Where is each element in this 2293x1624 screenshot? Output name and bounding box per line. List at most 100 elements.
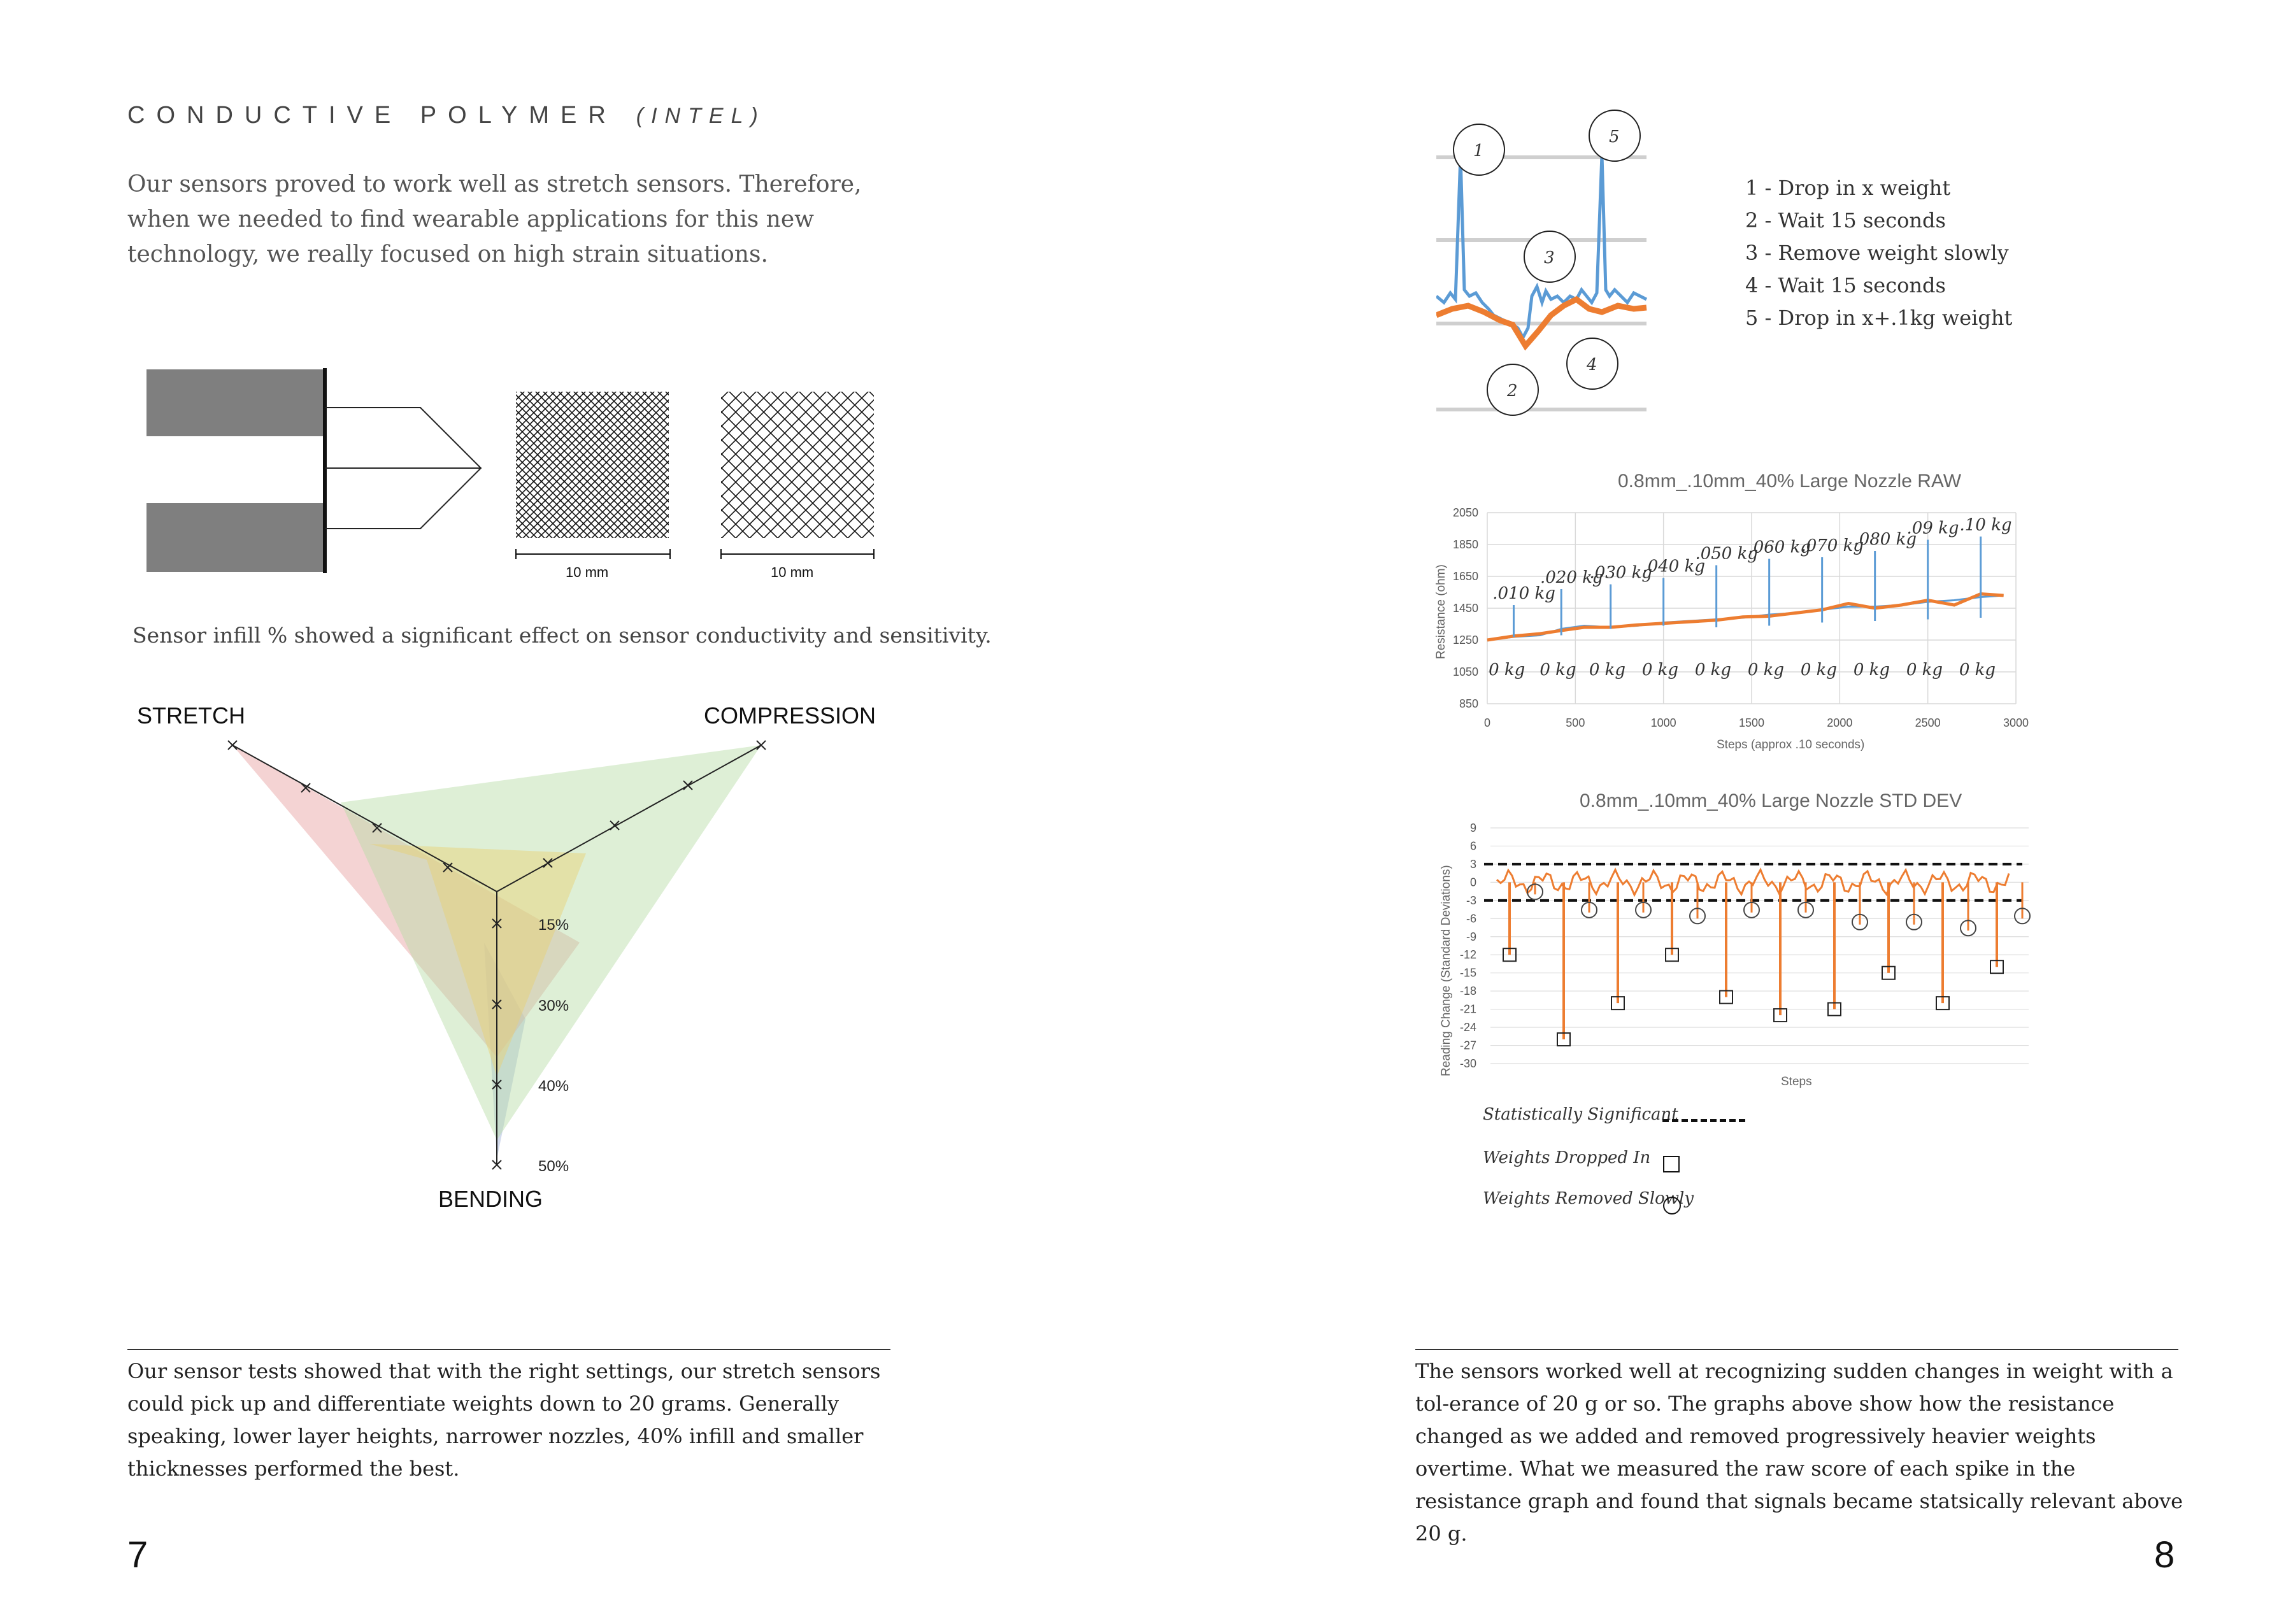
raw-series bbox=[1487, 536, 2004, 642]
removal-circle-marker bbox=[1797, 901, 1814, 918]
std-ticks: 9 6 3 0 -3 -6 -9 -12 -15 -18 -21 -24 -27 -30 bbox=[1460, 822, 1476, 1070]
removal-circle-marker bbox=[1906, 913, 1922, 930]
removal-circle-marker bbox=[1852, 913, 1868, 930]
page-number-left: 7 bbox=[127, 1534, 148, 1576]
std-x-axis-label: Steps bbox=[1781, 1075, 1812, 1088]
raw-x-tick: 2500 bbox=[1915, 716, 1941, 729]
right-divider bbox=[1415, 1349, 2178, 1350]
nozzle-block-top bbox=[146, 369, 325, 436]
left-divider bbox=[127, 1349, 890, 1350]
drop-square-marker bbox=[1557, 1032, 1571, 1047]
drop-square-marker bbox=[1882, 965, 1896, 980]
right-conclusion: The sensors worked well at recognizing s… bbox=[1415, 1359, 2183, 1546]
annotated-spike-graph: 1 5 3 4 2 bbox=[1436, 110, 1648, 416]
raw-y-tick: 2050 bbox=[1453, 506, 1478, 519]
removal-circle-marker bbox=[1960, 920, 1976, 937]
raw-y-tick: 1050 bbox=[1453, 666, 1478, 678]
callout-circles bbox=[1453, 110, 1641, 416]
raw-weight-label: .050 kg bbox=[1695, 545, 1758, 564]
std-y-axis-label: Reading Change (Standard Deviations) bbox=[1439, 865, 1453, 1076]
level-30-area bbox=[232, 745, 580, 1057]
raw-y-tick: 1650 bbox=[1453, 570, 1478, 583]
raw-x-tick: 500 bbox=[1566, 716, 1585, 729]
smoothed-signal-line bbox=[1436, 296, 1647, 351]
axis-label-stretch: STRETCH bbox=[137, 702, 245, 729]
raw-weight-label: .10 kg bbox=[1959, 516, 2011, 535]
std-y-tick: 0 bbox=[1470, 876, 1476, 888]
removal-circle-marker bbox=[2014, 908, 2031, 925]
heading-title: CONDUCTIVE POLYMER bbox=[127, 102, 617, 129]
annotation-legend-item: 2 - Wait 15 seconds bbox=[1745, 208, 1946, 232]
axis-label-compression: COMPRESSION bbox=[704, 702, 876, 729]
std-y-tick: -3 bbox=[1466, 894, 1476, 907]
callout-3: 3 bbox=[1544, 248, 1555, 267]
raw-resistance-chart: 0.8mm_.10mm_40% Large Nozzle RAW 850 1050… bbox=[1434, 471, 2029, 751]
removal-circle-marker bbox=[1527, 883, 1543, 901]
annotation-legend-item: 4 - Wait 15 seconds bbox=[1745, 273, 1946, 297]
raw-y-tick: 1250 bbox=[1453, 634, 1478, 646]
std-y-tick: 9 bbox=[1470, 822, 1476, 834]
raw-zero-label: 0 kg bbox=[1539, 660, 1576, 680]
sparse-infill-sample bbox=[721, 392, 874, 538]
raw-weight-label: .010 kg bbox=[1492, 584, 1555, 603]
raw-zero-label: 0 kg bbox=[1854, 660, 1890, 680]
heading-subtitle: (INTEL) bbox=[636, 104, 766, 128]
callout-5: 5 bbox=[1609, 127, 1620, 146]
level-label-30: 30% bbox=[538, 997, 569, 1015]
std-y-tick: -6 bbox=[1466, 912, 1476, 925]
raw-y-tick: 1850 bbox=[1453, 538, 1478, 551]
removal-circle-marker bbox=[1689, 908, 1706, 925]
std-y-tick: -18 bbox=[1460, 985, 1476, 997]
drop-square-marker bbox=[1503, 948, 1517, 962]
std-y-tick: -15 bbox=[1460, 967, 1476, 979]
raw-x-axis-label: Steps (approx .10 seconds) bbox=[1717, 738, 1864, 751]
annotation-legend-item: 5 - Drop in x+.1kg weight bbox=[1745, 306, 2013, 330]
annotation-legend: 1 - Drop in x weight 2 - Wait 15 seconds… bbox=[1745, 172, 2012, 334]
raw-zero-label: 0 kg bbox=[1748, 660, 1784, 680]
drop-square-marker bbox=[1665, 948, 1679, 962]
std-series bbox=[1496, 867, 2024, 1040]
raw-signal-line bbox=[1436, 154, 1648, 341]
key-dashed-line bbox=[1662, 1119, 1745, 1122]
dense-infill-sample bbox=[516, 392, 669, 538]
raw-zero-label: 0 kg bbox=[1959, 660, 1996, 680]
raw-weight-label: .080 kg bbox=[1854, 530, 1917, 549]
key-removed-label: Weights Removed Slowly bbox=[1483, 1189, 1694, 1208]
std-baseline bbox=[1496, 867, 2010, 897]
std-key: Statistically Significant Weights Droppe… bbox=[1483, 1105, 1801, 1220]
removal-circle-marker bbox=[1743, 901, 1760, 918]
axis-label-bending: BENDING bbox=[438, 1186, 543, 1212]
key-dropped-label: Weights Dropped In bbox=[1483, 1148, 1651, 1167]
raw-x-tick: 1500 bbox=[1739, 716, 1764, 729]
std-markers bbox=[1503, 883, 2031, 1047]
page-number-right: 8 bbox=[2154, 1534, 2175, 1576]
raw-y-axis-label: Resistance (ohm) bbox=[1434, 564, 1448, 659]
scale-label-dense: 10 mm bbox=[566, 564, 609, 580]
level-15-area bbox=[369, 844, 586, 1076]
callout-4: 4 bbox=[1586, 355, 1597, 374]
raw-weight-label: .030 kg bbox=[1589, 564, 1652, 583]
key-significant-label: Statistically Significant bbox=[1483, 1105, 1678, 1124]
raw-x-tick: 3000 bbox=[2003, 716, 2029, 729]
raw-weight-label: .040 kg bbox=[1642, 557, 1705, 576]
scale-label-sparse: 10 mm bbox=[771, 564, 814, 580]
raw-y-tick: 850 bbox=[1459, 697, 1478, 710]
drop-square-marker bbox=[1611, 996, 1625, 1011]
level-label-50: 50% bbox=[538, 1158, 569, 1175]
drop-square-marker bbox=[1936, 996, 1950, 1011]
level-label-40: 40% bbox=[538, 1078, 569, 1095]
drop-square-marker bbox=[1827, 1002, 1841, 1016]
section-heading: CONDUCTIVE POLYMER (INTEL) bbox=[127, 102, 766, 129]
drop-square-marker bbox=[1773, 1008, 1787, 1023]
std-grid bbox=[1484, 827, 2029, 1064]
raw-zero-label: 0 kg bbox=[1489, 660, 1525, 680]
callout-1: 1 bbox=[1473, 141, 1484, 160]
std-y-tick: -21 bbox=[1460, 1003, 1476, 1016]
raw-zero-label: 0 kg bbox=[1695, 660, 1731, 680]
std-y-tick: -24 bbox=[1460, 1021, 1476, 1034]
infill-triangle-chart: STRETCH COMPRESSION BENDING 15% 30% 40% … bbox=[137, 702, 876, 1212]
drop-square-marker bbox=[1719, 990, 1733, 1004]
infill-caption: Sensor infill % showed a significant eff… bbox=[132, 623, 992, 648]
raw-series-line bbox=[1487, 592, 2004, 642]
std-y-tick: -27 bbox=[1460, 1039, 1476, 1052]
